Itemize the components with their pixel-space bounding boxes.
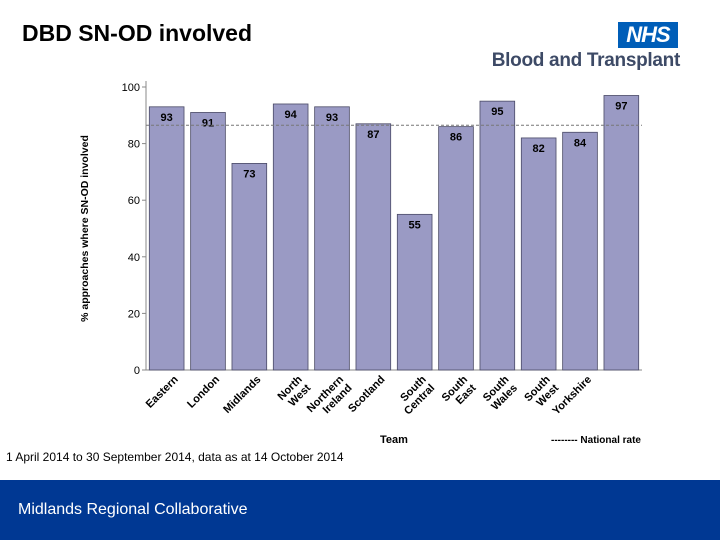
bar xyxy=(272,103,309,371)
slide-title: DBD SN-OD involved xyxy=(22,20,253,46)
nhs-logo: NHS Blood and Transplant xyxy=(490,18,700,74)
y-tick-label: 0 xyxy=(134,365,140,377)
bar-value-label: 82 xyxy=(533,143,545,155)
y-axis-label: % approaches where SN-OD involved xyxy=(79,135,91,322)
legend-national-rate: -------- National rate xyxy=(551,435,641,446)
x-tick-label: Scotland xyxy=(346,374,387,415)
bar xyxy=(190,112,226,371)
org-name: Blood and Transplant xyxy=(491,50,681,71)
bar xyxy=(479,100,516,371)
y-tick-label: 100 xyxy=(122,82,140,94)
x-axis-label: Team xyxy=(380,434,408,446)
bar-value-label: 97 xyxy=(615,100,627,112)
x-tick-label: SouthEast xyxy=(440,373,479,412)
x-tick-label: Eastern xyxy=(144,373,181,410)
bar xyxy=(231,163,268,371)
x-tick-label: SouthCentral xyxy=(393,373,437,417)
bar-value-label: 95 xyxy=(491,106,503,118)
x-tick-label: Yorkshire xyxy=(550,374,594,418)
y-tick-label: 40 xyxy=(128,252,140,264)
bar xyxy=(603,95,640,371)
x-tick-label: SouthWales xyxy=(481,373,520,412)
bar-chart: 0 20 40 60 80 100 % approaches where SN-OD inv… xyxy=(79,81,642,446)
bar xyxy=(396,213,433,371)
date-caption: 1 April 2014 to 30 September 2014, data … xyxy=(6,450,344,464)
footer-bar: Midlands Regional Collaborative xyxy=(0,480,720,540)
bar xyxy=(438,126,474,371)
bar-value-label: 93 xyxy=(326,112,338,124)
bar xyxy=(314,106,350,371)
nhs-badge: NHS xyxy=(618,22,678,48)
x-tick-label: Midlands xyxy=(221,374,263,416)
bar-value-label: 86 xyxy=(450,132,462,144)
y-tick-label: 20 xyxy=(128,308,140,320)
bar-value-label: 73 xyxy=(243,168,255,180)
bar xyxy=(355,123,392,371)
y-tick-label: 60 xyxy=(128,195,140,207)
x-tick-label: London xyxy=(185,373,222,410)
bar-value-label: 84 xyxy=(574,137,587,149)
footer-text: Midlands Regional Collaborative xyxy=(18,501,248,518)
bar xyxy=(520,137,557,371)
bar-value-label: 87 xyxy=(367,129,379,141)
bar-value-label: 94 xyxy=(285,109,298,121)
x-tick-label: NorthernIreland xyxy=(305,373,355,423)
bar-value-label: 93 xyxy=(161,112,173,124)
y-tick-label: 80 xyxy=(128,139,140,151)
bar xyxy=(562,131,598,371)
bar-value-label: 91 xyxy=(202,117,214,129)
bar-value-label: 55 xyxy=(409,219,421,231)
bar xyxy=(148,106,185,371)
